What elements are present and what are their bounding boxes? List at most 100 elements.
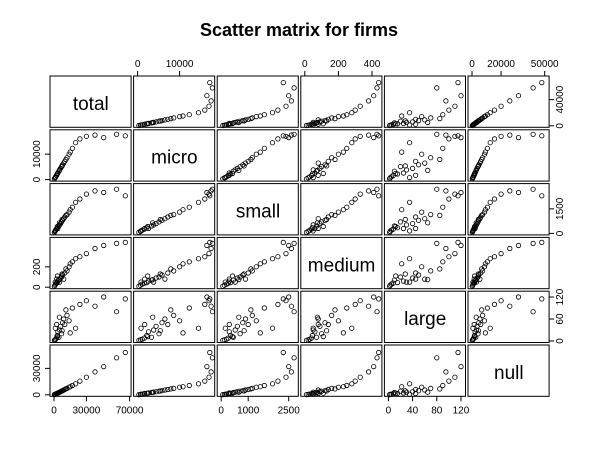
right-tick-label-large-1: 60	[555, 313, 566, 325]
point-medium-total-22	[122, 239, 128, 245]
panel-medium-total	[49, 236, 132, 290]
point-micro-medium-21	[374, 131, 380, 137]
point-micro-total-26	[56, 167, 63, 173]
point-large-small-16	[269, 325, 276, 331]
point-micro-null-19	[507, 132, 513, 138]
point-large-total-24	[54, 321, 60, 328]
point-large-medium-22	[376, 296, 382, 302]
point-null-micro-10	[159, 388, 165, 394]
point-small-medium-21	[374, 186, 380, 192]
point-micro-large-10	[415, 162, 422, 168]
point-total-large-26	[425, 119, 431, 126]
point-large-small-8	[234, 323, 240, 329]
panel-medium-micro	[133, 236, 216, 290]
point-large-small-9	[237, 331, 243, 337]
point-medium-null-18	[498, 251, 504, 257]
point-null-medium-28	[332, 386, 338, 392]
point-large-micro-19	[208, 303, 214, 309]
point-medium-micro-20	[204, 242, 210, 249]
point-micro-medium-22	[376, 133, 382, 139]
point-large-small-12	[245, 321, 251, 328]
point-small-micro-14	[177, 209, 183, 215]
point-micro-large-19	[443, 132, 449, 138]
point-small-total-18	[83, 191, 90, 197]
point-medium-small-29	[257, 261, 263, 267]
variable-label-total: total	[73, 94, 109, 115]
point-null-micro-20	[204, 363, 210, 370]
point-large-total-16	[73, 325, 79, 331]
top-tick-label-null-0: 0	[469, 59, 475, 70]
point-total-small-19	[288, 98, 294, 104]
point-medium-total-21	[114, 240, 120, 246]
point-small-total-22	[122, 193, 128, 199]
point-micro-small-20	[286, 135, 292, 141]
point-micro-large-23	[406, 175, 413, 181]
point-micro-null-25	[471, 170, 478, 177]
bottom-tick-label-large-0: 0	[386, 405, 392, 416]
point-total-small-11	[242, 117, 249, 123]
point-total-medium-18	[357, 103, 363, 109]
top-tick-label-medium-1: 200	[330, 59, 347, 70]
variable-label-large: large	[404, 309, 446, 330]
point-large-micro-22	[207, 296, 213, 302]
point-total-small-7	[232, 119, 238, 126]
point-medium-large-11	[422, 276, 428, 282]
point-large-micro-11	[162, 316, 168, 322]
point-small-large-21	[434, 186, 440, 192]
point-large-small-10	[240, 320, 246, 326]
point-large-null-28	[479, 307, 485, 313]
point-large-medium-14	[335, 318, 341, 324]
point-large-medium-27	[323, 328, 330, 334]
point-small-large-10	[415, 217, 422, 223]
point-micro-null-20	[515, 135, 522, 141]
point-null-micro-25	[145, 390, 151, 396]
point-large-total-20	[101, 294, 107, 300]
point-large-micro-15	[186, 305, 192, 311]
point-null-large-21	[434, 355, 440, 361]
point-micro-medium-23	[310, 175, 316, 181]
point-micro-medium-12	[325, 158, 331, 164]
point-medium-total-18	[83, 251, 90, 257]
point-micro-medium-29	[340, 149, 346, 155]
point-medium-null-29	[482, 261, 488, 267]
point-small-micro-17	[202, 196, 208, 202]
point-medium-small-20	[286, 242, 292, 249]
bottom-tick-label-total-1: 30000	[72, 405, 100, 416]
point-micro-medium-19	[365, 132, 372, 138]
point-small-medium-16	[349, 199, 355, 205]
point-small-medium-15	[344, 204, 350, 210]
point-micro-null-16	[487, 140, 493, 146]
point-medium-large-29	[399, 261, 405, 267]
point-null-medium-15	[344, 382, 350, 389]
point-null-micro-21	[209, 355, 215, 361]
point-large-total-17	[77, 301, 83, 307]
point-small-large-7	[403, 222, 410, 228]
right-tick-label-large-2: 120	[555, 288, 566, 305]
point-small-null-28	[479, 212, 485, 218]
point-total-large-29	[399, 113, 405, 119]
point-micro-large-29	[399, 149, 405, 155]
point-medium-micro-25	[145, 273, 151, 279]
point-micro-medium-15	[344, 145, 350, 151]
point-medium-micro-21	[209, 240, 215, 246]
point-total-medium-25	[320, 121, 326, 127]
point-medium-large-28	[437, 266, 443, 272]
point-medium-null-20	[515, 242, 522, 249]
point-total-medium-19	[365, 98, 372, 104]
point-large-medium-24	[315, 321, 321, 328]
point-large-null-16	[487, 325, 493, 331]
point-medium-null-21	[530, 240, 536, 246]
point-micro-large-22	[455, 133, 461, 139]
point-large-micro-28	[168, 307, 174, 313]
point-small-medium-19	[365, 188, 372, 194]
point-large-small-22	[280, 296, 286, 302]
point-total-micro-25	[145, 121, 151, 127]
point-small-medium-14	[335, 209, 341, 215]
point-total-small-29	[257, 113, 263, 119]
point-total-large-15	[440, 112, 446, 118]
point-large-medium-16	[349, 325, 355, 331]
point-total-medium-29	[340, 113, 346, 119]
left-tick-label-medium-0: 0	[32, 284, 43, 290]
